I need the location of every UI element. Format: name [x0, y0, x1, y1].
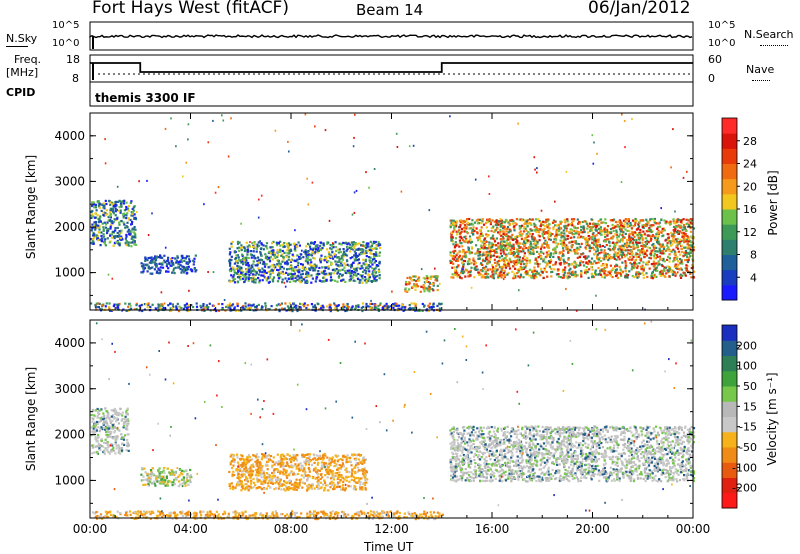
nave-tick-top: 60	[708, 53, 722, 66]
program-name: themis 3300 IF	[95, 91, 196, 105]
panel-1-echo-region-3	[449, 425, 696, 483]
panel-0-colorbar-tick-label-5: 24	[743, 158, 757, 171]
panel-0-echo-region-4	[449, 217, 696, 280]
x-axis-label: Time UT	[364, 540, 414, 554]
panel-0-colorbar-tick-label-4: 20	[743, 180, 757, 193]
panel-1-ytick-label-3: 4000	[54, 336, 85, 350]
cpid-label: CPID	[6, 86, 36, 99]
panel-1-colorbar-tick-label-5: -50	[739, 441, 757, 454]
panel-1-ytick-label-0: 1000	[54, 473, 85, 487]
xtick-label-1: 04:00	[173, 522, 208, 536]
panel-0-ytick-label-0: 1000	[54, 266, 85, 280]
panel-0-colorbar-tick-label-3: 16	[743, 203, 757, 216]
power-colorbar-label: Power [dB]	[766, 170, 780, 236]
panel-0-colorbar-cell-2	[722, 254, 737, 271]
panel-1-ytick-label-1: 2000	[54, 428, 85, 442]
panel-0-scatter-noise	[100, 113, 695, 312]
panel-1-colorbar-cell-11	[722, 325, 737, 341]
xtick-label-5: 20:00	[575, 522, 610, 536]
panel-1-colorbar-tick-label-3: 15	[743, 400, 757, 413]
noise-search-label: N.Search	[744, 28, 794, 41]
nave-label: Nave	[746, 63, 775, 76]
panel-1-colorbar-cell-8	[722, 370, 737, 387]
frequency-series	[90, 62, 693, 73]
nave-legend-line	[752, 80, 770, 81]
velocity-panel-ylabel: Slant Range [km]	[24, 366, 38, 472]
panel-1-colorbar-tick-label-2: 50	[743, 380, 757, 393]
panel-1-colorbar-tick-label-0: 200	[736, 339, 757, 352]
panel-1-colorbar-cell-1	[722, 477, 737, 494]
noise-right-tick-bottom: 10^0	[708, 38, 736, 49]
panel-0-colorbar-cell-6	[722, 193, 737, 210]
panel-0-echo-region-3	[404, 275, 439, 293]
xtick-label-0: 00:00	[73, 522, 108, 536]
panel-0-colorbar-tick-label-6: 28	[743, 135, 757, 148]
xtick-label-3: 12:00	[374, 522, 409, 536]
date-title: 06/Jan/2012	[588, 0, 691, 18]
panel-1-echo-region-0	[90, 407, 130, 456]
panel-0-colorbar-cell-4	[722, 224, 737, 240]
panel-1-colorbar-tick-label-1: 100	[736, 360, 757, 373]
panel-1-colorbar-cell-7	[722, 386, 737, 402]
freq-label-1: Freq.	[14, 53, 42, 66]
noise-left-tick-top: 10^5	[52, 20, 80, 31]
noise-sky-series	[89, 34, 693, 39]
freq-tick-bottom: 8	[72, 72, 79, 85]
panel-0-background	[90, 113, 693, 310]
cpid-panel-frame	[89, 81, 694, 107]
freq-label-2: [MHz]	[6, 66, 39, 79]
noise-sky-label: N.Sky	[6, 32, 38, 45]
nave-tick-bottom: 0	[708, 72, 715, 85]
noise-right-tick-top: 10^5	[708, 20, 736, 31]
panel-1-echo-region-2	[228, 452, 369, 492]
panel-0-colorbar-tick-label-1: 8	[750, 249, 757, 262]
noise-left-tick-bottom: 10^0	[52, 38, 80, 49]
panel-1-ytick-label-2: 3000	[54, 382, 85, 396]
panel-1-scatter-noise	[95, 320, 693, 519]
xtick-label-2: 08:00	[274, 522, 309, 536]
panel-0-colorbar-cell-8	[722, 163, 737, 180]
panel-1-colorbar-cell-6	[722, 401, 737, 417]
noise-search-legend-line	[760, 45, 788, 46]
panel-1-colorbar-cell-0	[722, 492, 737, 509]
panel-0-colorbar-cell-7	[722, 178, 737, 195]
freq-panel-frame	[89, 54, 694, 83]
panel-0-colorbar-cell-5	[722, 209, 737, 225]
panel-0-colorbar-cell-0	[722, 284, 737, 301]
panel-1-background	[90, 320, 693, 518]
station-title: Fort Hays West (fitACF)	[92, 0, 289, 18]
freq-tick-top: 18	[66, 53, 80, 66]
panel-1-colorbar-tick-label-4: -15	[739, 421, 757, 434]
panel-0-ytick-label-1: 2000	[54, 220, 85, 234]
panel-0-colorbar-tick-label-2: 12	[743, 226, 757, 239]
power-panel-ylabel: Slant Range [km]	[24, 154, 38, 260]
panel-0-ytick-label-2: 3000	[54, 174, 85, 188]
noise-sky-legend-line	[6, 46, 28, 47]
panel-0-echo-region-0	[90, 199, 138, 248]
panel-1-colorbar-cell-4	[722, 431, 737, 448]
panel-0-colorbar-tick-label-0: 4	[750, 271, 757, 284]
panel-1-colorbar-cell-9	[722, 355, 737, 372]
panel-0-echo-region-2	[228, 240, 382, 284]
panel-0-colorbar-cell-10	[722, 133, 737, 149]
panel-0-colorbar-cell-3	[722, 239, 737, 255]
beam-title: Beam 14	[356, 1, 424, 19]
panel-0-colorbar-cell-9	[722, 148, 737, 164]
panel-1-colorbar-cell-2	[722, 462, 737, 478]
panel-0-echo-region-1	[140, 254, 198, 275]
panel-1-colorbar-frame	[721, 324, 738, 509]
panel-1-colorbar-tick-label-6: -100	[732, 461, 757, 474]
panel-1-colorbar-cell-10	[722, 340, 737, 356]
xtick-label-6: 00:00	[676, 522, 711, 536]
velocity-colorbar-label: Velocity [m s⁻¹]	[765, 372, 779, 466]
panel-0-colorbar-cell-1	[722, 269, 737, 286]
panel-1-echo-region-1	[140, 466, 193, 488]
panel-1-colorbar-cell-3	[722, 447, 737, 463]
panel-0-ytick-label-3: 4000	[54, 129, 85, 143]
panel-1-colorbar-cell-5	[722, 416, 737, 433]
panel-0-colorbar-cell-11	[722, 118, 737, 134]
xtick-label-4: 16:00	[475, 522, 510, 536]
panel-1-colorbar-tick-label-7: -200	[732, 482, 757, 495]
